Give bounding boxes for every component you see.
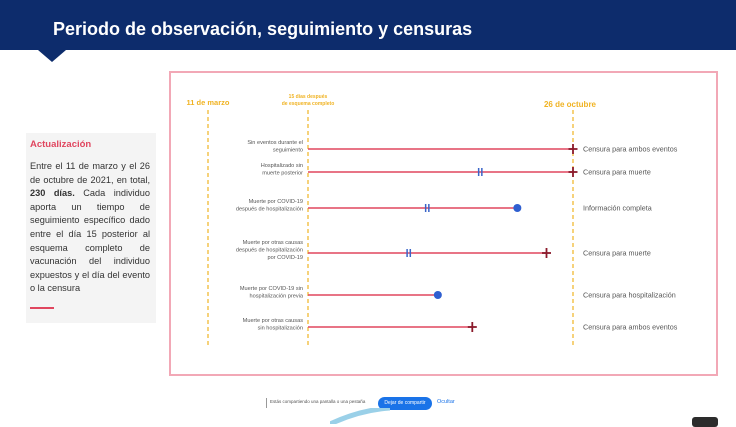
- row-label-4-0: Muerte por COVID-19 sin: [240, 286, 303, 292]
- row-outcome-5: Censura para ambos eventos: [583, 323, 678, 332]
- row-label-3-0: Muerte por otras causas: [243, 240, 304, 246]
- update-card: Actualización Entre el 11 de marzo y el …: [26, 133, 156, 323]
- hide-link[interactable]: Ocultar: [437, 399, 455, 405]
- update-text-bold: 230 días.: [30, 188, 75, 199]
- hospitalization-marker-icon: [406, 249, 412, 257]
- censor-cross-icon: [542, 248, 551, 258]
- share-separator: [266, 398, 267, 408]
- row-label-3-1: después de hospitalización: [236, 248, 303, 254]
- header-pointer: [38, 50, 66, 62]
- row-outcome-0: Censura para ambos eventos: [583, 145, 678, 154]
- censor-cross-icon: [568, 167, 578, 177]
- row-label-4-1: hospitalización previa: [250, 294, 304, 300]
- marker-label-mid-line1: 15 días después: [289, 94, 328, 100]
- hospitalization-marker-icon: [424, 204, 430, 212]
- row-label-2-0: Muerte por COVID-19: [249, 199, 303, 205]
- row-label-0-0: Sin eventos durante el: [247, 140, 303, 146]
- update-text: Entre el 11 de marzo y el 26 de octubre …: [30, 160, 150, 296]
- row-label-1-1: muerte posterior: [262, 171, 303, 177]
- censor-cross-icon: [568, 144, 578, 154]
- row-label-3-2: por COVID-19: [268, 255, 303, 261]
- row-label-5-1: sin hospitalización: [258, 326, 303, 332]
- row-label-2-1: después de hospitalización: [236, 207, 303, 213]
- event-dot-icon: [433, 291, 442, 299]
- row-outcome-2: Información completa: [583, 204, 652, 213]
- row-outcome-3: Censura para muerte: [583, 249, 651, 258]
- screen-share-bar: Estás compartiendo una pantalla o una pe…: [266, 395, 456, 413]
- censor-cross-icon: [467, 322, 477, 332]
- row-outcome-1: Censura para muerte: [583, 168, 651, 177]
- update-text-part1: Entre el 11 de marzo y el 26 de octubre …: [30, 161, 150, 185]
- hospitalization-marker-icon: [477, 168, 483, 176]
- stop-sharing-button[interactable]: Dejar de compartir: [378, 397, 432, 410]
- marker-label-start: 11 de marzo: [187, 98, 230, 107]
- decorative-arc: [330, 408, 390, 424]
- marker-label-end: 26 de octubre: [544, 100, 597, 109]
- timeline-frame: [169, 71, 718, 376]
- event-dot-icon: [513, 204, 522, 212]
- corner-control[interactable]: [692, 417, 718, 427]
- row-outcome-4: Censura para hospitalización: [583, 291, 676, 300]
- update-underline: [30, 307, 54, 309]
- row-label-0-1: seguimiento: [273, 148, 303, 154]
- row-label-5-0: Muerte por otras causas: [243, 318, 304, 324]
- update-title: Actualización: [30, 139, 92, 150]
- header-bar: Periodo de observación, seguimiento y ce…: [0, 0, 736, 50]
- marker-label-mid-line2: de esquema completo: [282, 101, 335, 107]
- row-label-1-0: Hospitalizado sin: [261, 163, 303, 169]
- update-text-part2: Cada individuo aporta un tiempo de segui…: [30, 188, 150, 294]
- share-status-text: Estás compartiendo una pantalla o una pe…: [270, 399, 366, 404]
- page-title: Periodo de observación, seguimiento y ce…: [53, 19, 473, 39]
